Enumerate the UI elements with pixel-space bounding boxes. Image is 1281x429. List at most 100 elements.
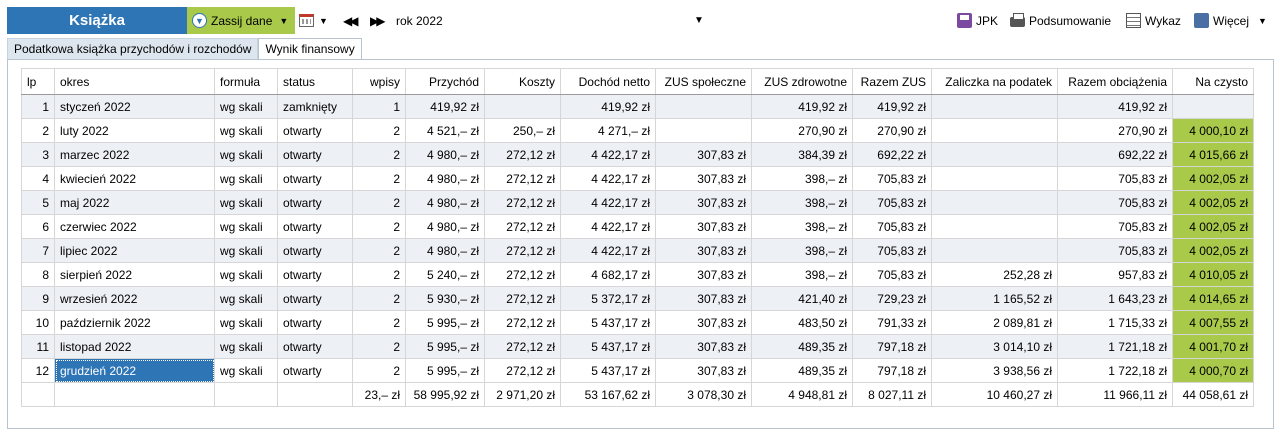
table-cell[interactable]: maj 2022 xyxy=(54,190,215,215)
table-cell[interactable]: 2 xyxy=(352,262,406,287)
column-header[interactable]: lp xyxy=(21,68,55,95)
table-cell[interactable]: 4 015,66 zł xyxy=(1172,142,1254,167)
table-cell[interactable]: 270,90 zł xyxy=(1057,118,1173,143)
column-header[interactable]: Razem obciążenia xyxy=(1057,68,1173,95)
table-cell[interactable]: 5 240,– zł xyxy=(405,262,485,287)
table-cell[interactable]: 272,12 zł xyxy=(484,238,561,263)
column-header[interactable]: Zaliczka na podatek xyxy=(931,68,1058,95)
table-cell[interactable]: 705,83 zł xyxy=(1057,238,1173,263)
table-row[interactable]: 9 wrzesień 2022 wg skali otwarty 2 5 930,– zł… xyxy=(21,286,1254,311)
table-cell[interactable] xyxy=(931,238,1058,263)
table-cell[interactable]: 7 xyxy=(21,238,55,263)
table-row[interactable]: 6 czerwiec 2022 wg skali otwarty 2 4 980,– zł… xyxy=(21,214,1254,239)
table-cell[interactable]: 483,50 zł xyxy=(751,310,853,335)
table-cell[interactable]: 419,92 zł xyxy=(560,94,656,119)
tab-financial-result[interactable]: Wynik finansowy xyxy=(258,38,362,61)
column-header[interactable]: wpisy xyxy=(352,68,406,95)
table-cell[interactable]: 5 995,– zł xyxy=(405,358,485,383)
table-cell[interactable]: 272,12 zł xyxy=(484,190,561,215)
table-cell[interactable]: 419,92 zł xyxy=(405,94,485,119)
table-cell[interactable]: 4 xyxy=(21,166,55,191)
table-cell[interactable]: wg skali xyxy=(214,142,278,167)
summary-button[interactable]: Podsumowanie xyxy=(1010,7,1111,34)
table-row[interactable]: 7 lipiec 2022 wg skali otwarty 2 4 980,– zł 27… xyxy=(21,238,1254,263)
table-cell[interactable]: otwarty xyxy=(277,118,353,143)
table-cell[interactable]: 797,18 zł xyxy=(852,358,932,383)
table-cell[interactable]: otwarty xyxy=(277,238,353,263)
table-cell[interactable]: 4 002,05 zł xyxy=(1172,238,1254,263)
table-row[interactable]: 3 marzec 2022 wg skali otwarty 2 4 980,– zł 27… xyxy=(21,142,1254,167)
table-cell[interactable]: otwarty xyxy=(277,190,353,215)
table-cell[interactable]: listopad 2022 xyxy=(54,334,215,359)
table-cell[interactable]: otwarty xyxy=(277,166,353,191)
table-cell[interactable]: otwarty xyxy=(277,334,353,359)
table-cell[interactable]: 8 xyxy=(21,262,55,287)
table-cell[interactable]: 1 xyxy=(21,94,55,119)
next-year-button[interactable]: ▶▶ xyxy=(370,7,386,34)
column-header[interactable]: okres xyxy=(54,68,215,95)
table-cell[interactable]: 307,83 zł xyxy=(655,262,752,287)
table-cell[interactable]: 1 715,33 zł xyxy=(1057,310,1173,335)
table-cell[interactable]: 1 721,18 zł xyxy=(1057,334,1173,359)
table-cell[interactable]: 1 xyxy=(352,94,406,119)
table-cell[interactable]: 2 xyxy=(352,166,406,191)
table-cell[interactable]: 705,83 zł xyxy=(852,166,932,191)
table-cell[interactable]: 252,28 zł xyxy=(931,262,1058,287)
table-cell[interactable]: 307,83 zł xyxy=(655,286,752,311)
table-cell[interactable]: 1 643,23 zł xyxy=(1057,286,1173,311)
table-cell[interactable] xyxy=(931,142,1058,167)
table-cell[interactable]: 4 000,10 zł xyxy=(1172,118,1254,143)
table-cell[interactable]: 5 437,17 zł xyxy=(560,358,656,383)
table-cell[interactable]: 398,– zł xyxy=(751,262,853,287)
table-cell[interactable]: 5 437,17 zł xyxy=(560,334,656,359)
table-cell[interactable]: 307,83 zł xyxy=(655,310,752,335)
table-cell[interactable] xyxy=(931,118,1058,143)
table-cell[interactable]: 692,22 zł xyxy=(1057,142,1173,167)
table-cell[interactable]: 2 xyxy=(352,142,406,167)
table-cell[interactable]: 272,12 zł xyxy=(484,334,561,359)
table-cell[interactable]: 4 014,65 zł xyxy=(1172,286,1254,311)
year-dropdown[interactable]: ▼ xyxy=(694,7,704,34)
table-cell[interactable]: 307,83 zł xyxy=(655,238,752,263)
table-cell[interactable]: październik 2022 xyxy=(54,310,215,335)
table-cell[interactable]: 705,83 zł xyxy=(852,214,932,239)
table-cell[interactable]: 2 xyxy=(352,190,406,215)
table-cell[interactable] xyxy=(931,94,1058,119)
table-cell[interactable]: grudzień 2022 xyxy=(54,358,215,383)
table-cell[interactable]: 489,35 zł xyxy=(751,334,853,359)
table-cell[interactable]: 4 980,– zł xyxy=(405,214,485,239)
table-cell[interactable]: wg skali xyxy=(214,238,278,263)
table-cell[interactable]: 307,83 zł xyxy=(655,142,752,167)
table-cell[interactable]: wg skali xyxy=(214,166,278,191)
tab-book[interactable]: Podatkowa książka przychodów i rozchodów xyxy=(7,38,259,60)
table-row[interactable]: 11 listopad 2022 wg skali otwarty 2 5 995,– z… xyxy=(21,334,1254,359)
table-cell[interactable]: 3 938,56 zł xyxy=(931,358,1058,383)
table-cell[interactable]: 4 000,70 zł xyxy=(1172,358,1254,383)
table-cell[interactable]: wg skali xyxy=(214,334,278,359)
table-cell[interactable]: 4 980,– zł xyxy=(405,190,485,215)
table-cell[interactable]: zamknięty xyxy=(277,94,353,119)
table-cell[interactable]: 2 089,81 zł xyxy=(931,310,1058,335)
table-cell[interactable]: 398,– zł xyxy=(751,238,853,263)
table-cell[interactable]: 272,12 zł xyxy=(484,358,561,383)
table-cell[interactable]: 705,83 zł xyxy=(852,238,932,263)
table-cell[interactable]: 272,12 zł xyxy=(484,214,561,239)
table-cell[interactable]: 5 372,17 zł xyxy=(560,286,656,311)
table-cell[interactable]: 270,90 zł xyxy=(751,118,853,143)
table-cell[interactable]: 5 xyxy=(21,190,55,215)
column-header[interactable]: Dochód netto xyxy=(560,68,656,95)
table-cell[interactable]: 957,83 zł xyxy=(1057,262,1173,287)
jpk-button[interactable]: JPK xyxy=(957,7,998,34)
table-row[interactable]: 12 grudzień 2022 wg skali otwarty 2 5 995,– z… xyxy=(21,358,1254,383)
column-header[interactable]: Koszty xyxy=(484,68,561,95)
table-cell[interactable]: czerwiec 2022 xyxy=(54,214,215,239)
table-cell[interactable]: otwarty xyxy=(277,142,353,167)
list-button[interactable]: Wykaz xyxy=(1126,7,1181,34)
table-cell[interactable] xyxy=(1172,94,1254,119)
table-cell[interactable]: 4 002,05 zł xyxy=(1172,190,1254,215)
table-cell[interactable]: 3 014,10 zł xyxy=(931,334,1058,359)
calendar-button[interactable]: ▼ xyxy=(299,7,328,34)
table-cell[interactable]: 2 xyxy=(352,118,406,143)
column-header[interactable]: Na czysto xyxy=(1172,68,1254,95)
table-cell[interactable]: 2 xyxy=(352,334,406,359)
